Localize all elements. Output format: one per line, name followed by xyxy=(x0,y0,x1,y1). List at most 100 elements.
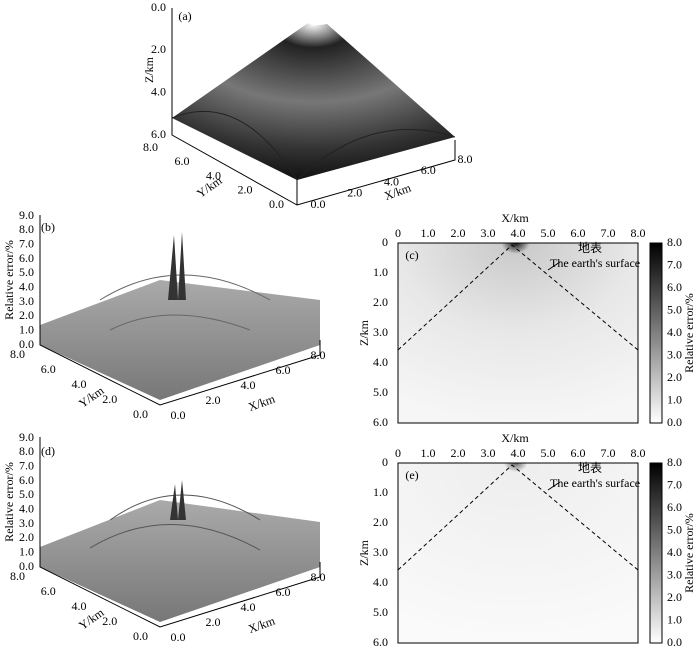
y-tick-label: 8.0 xyxy=(10,569,25,583)
y-tick-label: 6.0 xyxy=(41,362,56,376)
x-tick-label: 5.0 xyxy=(541,446,556,460)
x-tick-label: 6.0 xyxy=(571,446,586,460)
x-tick-label: 2.0 xyxy=(206,615,221,629)
z-tick-label: 4.0 xyxy=(151,84,166,98)
z-tick-label: 6.0 xyxy=(373,635,388,649)
y-tick-label: 2.0 xyxy=(238,183,253,197)
colorbar-tick-label: 6.0 xyxy=(667,500,682,514)
y-tick-label: 4.0 xyxy=(206,168,221,182)
colorbar-tick-label: 4.0 xyxy=(667,325,682,339)
y-tick-label: 0.0 xyxy=(133,629,148,643)
x-tick-label: 8.0 xyxy=(458,152,473,166)
z-tick-label: 3.0 xyxy=(373,545,388,559)
colorbar-label: Relative error/% xyxy=(682,513,696,593)
z-tick-label: 3.0 xyxy=(373,325,388,339)
y-tick-label: 4.0 xyxy=(72,599,87,613)
colorbar-tick-label: 3.0 xyxy=(667,347,682,361)
z-tick-label: 2.0 xyxy=(151,42,166,56)
z-tick-label: 2.0 xyxy=(373,295,388,309)
y-tick-label: 2.0 xyxy=(102,614,117,628)
colorbar-tick-label: 8.0 xyxy=(667,235,682,249)
colorbar-tick-label: 4.0 xyxy=(667,545,682,559)
x-tick-label: 7.0 xyxy=(601,226,616,240)
z-tick-label: 7.0 xyxy=(19,236,34,250)
z-tick-label: 1.0 xyxy=(373,485,388,499)
x-tick-label: 4.0 xyxy=(511,446,526,460)
x-tick-label: 0.0 xyxy=(171,408,186,422)
x-tick-label: 6.0 xyxy=(571,226,586,240)
z-tick-label: 0.0 xyxy=(19,559,34,573)
z-tick-label: 4.0 xyxy=(373,575,388,589)
colorbar-tick-label: 7.0 xyxy=(667,477,682,491)
colorbar-tick-label: 5.0 xyxy=(667,522,682,536)
y-tick-label: 8.0 xyxy=(10,347,25,361)
z-tick-label: 9.0 xyxy=(19,430,34,444)
x-axis-label: X/km xyxy=(246,391,277,414)
annotation: 地表 xyxy=(578,461,602,475)
y-tick-label: 8.0 xyxy=(143,140,158,154)
z-tick-label: 6.0 xyxy=(19,251,34,265)
z-tick-label: 7.0 xyxy=(19,458,34,472)
z-tick-label: 6.0 xyxy=(373,415,388,429)
panel-label: (d) xyxy=(41,444,55,458)
panel-label: (c) xyxy=(405,248,418,262)
z-tick-label: 6.0 xyxy=(19,473,34,487)
z-tick-label: 3.0 xyxy=(19,516,34,530)
x-tick-label: 1.0 xyxy=(421,226,436,240)
x-tick-label: 0 xyxy=(395,446,401,460)
y-tick-label: 6.0 xyxy=(41,584,56,598)
x-tick-label: 4.0 xyxy=(384,174,399,188)
x-tick-label: 8.0 xyxy=(311,570,326,584)
z-tick-label: 0 xyxy=(382,235,388,249)
x-tick-label: 6.0 xyxy=(421,163,436,177)
annotation: The earth's surface xyxy=(550,476,640,490)
colorbar-tick-label: 5.0 xyxy=(667,302,682,316)
x-tick-label: 6.0 xyxy=(276,363,291,377)
x-tick-label: 3.0 xyxy=(481,226,496,240)
z-axis-label: Z/km xyxy=(357,539,371,566)
z-tick-label: 1.0 xyxy=(19,322,34,336)
z-tick-label: 0.0 xyxy=(19,337,34,351)
z-axis-label: Relative error/% xyxy=(2,240,16,320)
z-tick-label: 3.0 xyxy=(19,294,34,308)
x-tick-label: 2.0 xyxy=(451,226,466,240)
x-tick-label: 4.0 xyxy=(241,378,256,392)
y-tick-label: 2.0 xyxy=(102,392,117,406)
surface-b xyxy=(39,215,321,406)
panel-label: (e) xyxy=(405,468,418,482)
x-tick-label: 8.0 xyxy=(631,226,646,240)
x-tick-label: 4.0 xyxy=(511,226,526,240)
x-tick-label: 2.0 xyxy=(451,446,466,460)
x-tick-label: 3.0 xyxy=(481,446,496,460)
x-axis-label: X/km xyxy=(246,613,277,636)
annotation: The earth's surface xyxy=(550,256,640,270)
x-axis-label: X/km xyxy=(501,211,529,225)
colorbar-tick-label: 6.0 xyxy=(667,280,682,294)
z-tick-label: 5.0 xyxy=(373,605,388,619)
surface-d xyxy=(39,437,321,628)
x-tick-label: 0.0 xyxy=(311,197,326,211)
z-tick-label: 5.0 xyxy=(19,487,34,501)
panel-label: (b) xyxy=(41,220,55,234)
z-tick-label: 0 xyxy=(382,455,388,469)
x-tick-label: 4.0 xyxy=(241,600,256,614)
heatmap-c xyxy=(397,242,663,424)
colorbar-tick-label: 0.0 xyxy=(667,415,682,429)
x-tick-label: 1.0 xyxy=(421,446,436,460)
x-tick-label: 7.0 xyxy=(601,446,616,460)
colorbar-tick-label: 3.0 xyxy=(667,567,682,581)
z-tick-label: 5.0 xyxy=(373,385,388,399)
z-axis-label: Relative error/% xyxy=(2,462,16,542)
z-tick-label: 2.0 xyxy=(373,515,388,529)
z-axis-label: Z/km xyxy=(357,319,371,346)
z-axis-label: Z/km xyxy=(142,56,156,83)
y-tick-label: 0.0 xyxy=(269,197,284,211)
y-tick-label: 4.0 xyxy=(72,377,87,391)
colorbar-tick-label: 0.0 xyxy=(667,635,682,649)
x-tick-label: 5.0 xyxy=(541,226,556,240)
x-tick-label: 6.0 xyxy=(276,585,291,599)
z-tick-label: 1.0 xyxy=(19,544,34,558)
x-tick-label: 8.0 xyxy=(631,446,646,460)
colorbar-tick-label: 7.0 xyxy=(667,257,682,271)
z-tick-label: 9.0 xyxy=(19,208,34,222)
